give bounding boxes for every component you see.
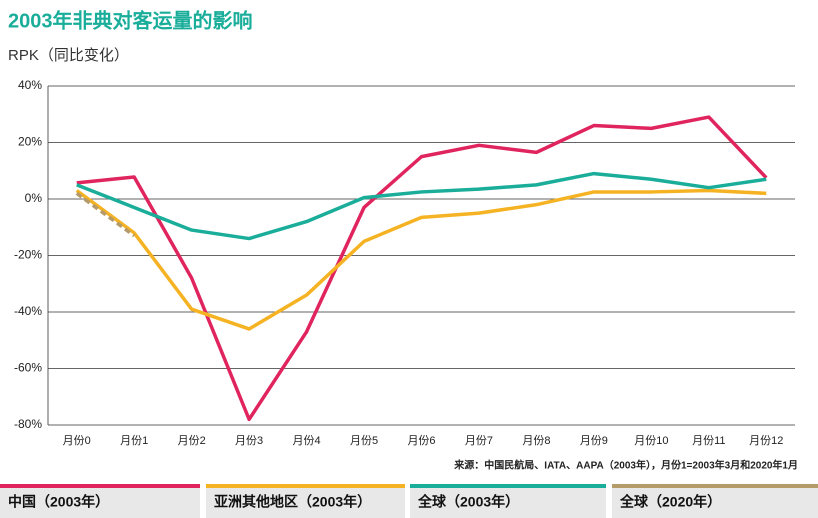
legend-swatch <box>0 484 200 488</box>
x-tick-label: 月份5 <box>350 434 378 447</box>
x-tick-label: 月份6 <box>407 434 435 447</box>
series-line <box>76 115 768 422</box>
legend-swatch <box>612 484 818 488</box>
legend-swatch <box>410 484 606 488</box>
x-tick-label: 月份10 <box>634 434 668 447</box>
x-tick-label: 月份8 <box>522 434 550 447</box>
series-line <box>75 191 136 238</box>
legend-label: 全球（2003年） <box>417 494 519 510</box>
legend-swatch <box>206 484 405 488</box>
series-line <box>76 171 767 241</box>
source: 来源：中国民航局、IATA、AAPA（2003年），月份1=2003年3月和20… <box>453 459 798 472</box>
chart-title: 2003年非典对客运量的影响 <box>8 8 253 32</box>
legend-label: 全球（2020年） <box>619 494 721 510</box>
legend-box <box>410 486 606 518</box>
legend-label: 亚洲其他地区（2003年） <box>214 494 371 510</box>
legend-box <box>612 486 818 518</box>
x-tick-label: 月份9 <box>580 434 608 447</box>
y-tick-label: 20% <box>18 135 42 149</box>
legend-label: 中国（2003年） <box>8 494 109 510</box>
legend-box <box>206 486 405 518</box>
x-tick-label: 月份3 <box>235 434 263 447</box>
series-line <box>75 188 767 331</box>
legend-box <box>0 486 200 518</box>
y-tick-label: -40% <box>14 304 42 318</box>
y-tick-label: -20% <box>14 248 42 262</box>
y-tick-label: 40% <box>18 78 42 92</box>
x-tick-label: 月份0 <box>63 434 91 447</box>
x-tick-label: 月份7 <box>465 434 493 447</box>
subtitle: RPK（同比变化） <box>8 47 129 64</box>
x-tick-label: 月份4 <box>293 434 321 447</box>
y-tick-label: -80% <box>14 417 42 431</box>
y-tick-label: 0% <box>25 191 43 205</box>
x-tick-label: 月份12 <box>749 434 783 447</box>
x-tick-label: 月份2 <box>178 434 206 447</box>
y-tick-label: -60% <box>14 361 42 375</box>
x-tick-label: 月份11 <box>692 434 725 447</box>
x-tick-label: 月份1 <box>120 434 148 447</box>
